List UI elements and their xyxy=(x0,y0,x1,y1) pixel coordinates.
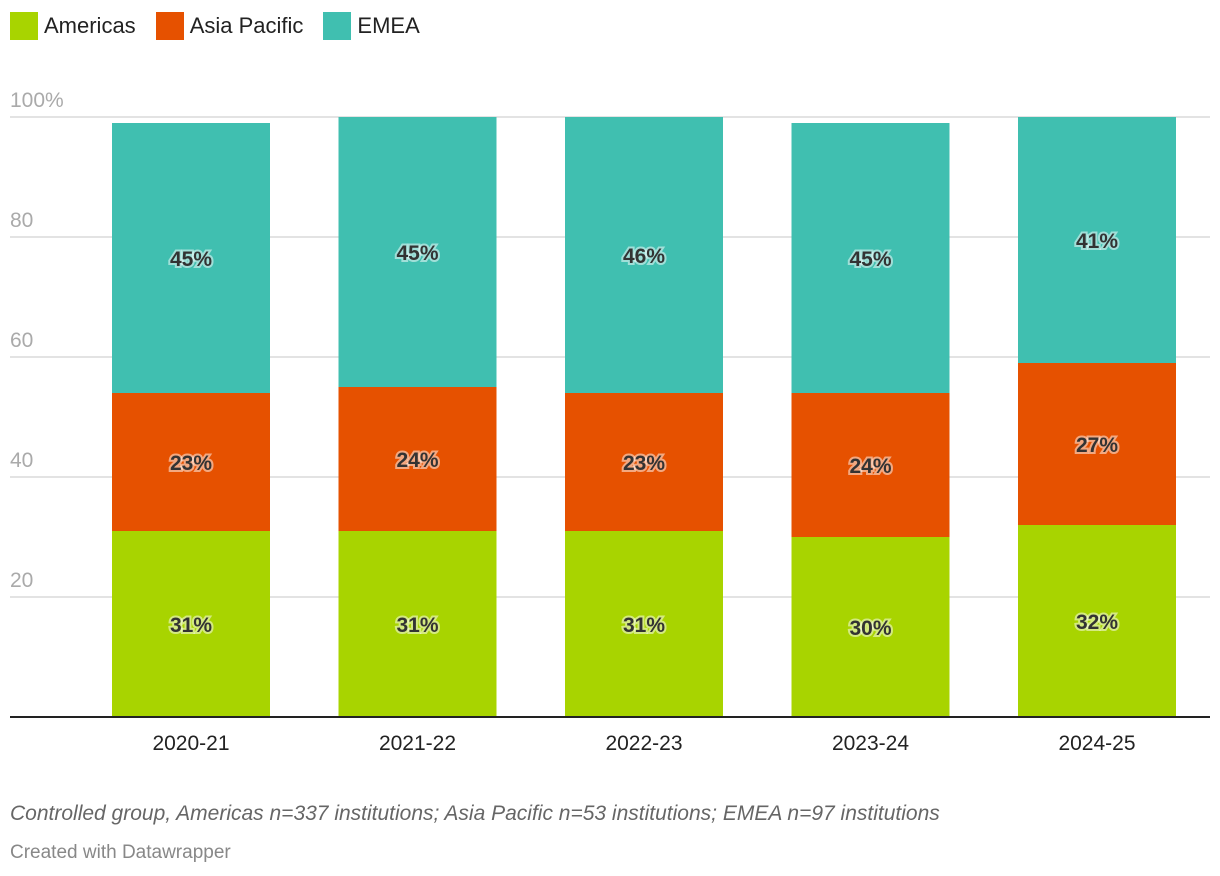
value-label: 31% xyxy=(396,614,438,637)
bar-segment xyxy=(791,123,950,393)
y-tick-label: 60 xyxy=(10,329,33,352)
bar-segment xyxy=(338,531,497,717)
value-label: 45% xyxy=(170,248,212,271)
y-tick-label: 100% xyxy=(10,89,64,112)
y-tick-label: 20 xyxy=(10,569,33,592)
legend-swatch xyxy=(323,12,352,40)
y-tick-label: 80 xyxy=(10,209,33,232)
value-label: 41% xyxy=(1076,230,1118,253)
value-label: 45% xyxy=(849,248,891,271)
bar-segment xyxy=(565,531,723,717)
value-label: 31% xyxy=(623,614,665,637)
legend-swatch xyxy=(155,12,184,40)
value-label: 27% xyxy=(1076,434,1118,457)
bar-segment xyxy=(112,531,270,717)
x-tick-label: 2023-24 xyxy=(832,732,909,755)
bar-segment xyxy=(565,117,723,393)
bar-segment xyxy=(1018,525,1176,717)
legend-item-americas: Americas xyxy=(10,12,136,40)
x-tick-label: 2020-21 xyxy=(152,732,229,755)
value-label: 23% xyxy=(623,452,665,475)
value-label: 24% xyxy=(396,449,438,472)
value-label: 45% xyxy=(396,242,438,265)
plot-area: 100% 80 60 40 20 31% 23% 45% 2020-21 31% 24% 45% 202… xyxy=(10,89,1210,755)
x-tick-label: 2022-23 xyxy=(605,732,682,755)
chart-credit: Created with Datawrapper xyxy=(10,842,231,863)
bar-segment xyxy=(338,387,497,531)
value-label: 30% xyxy=(849,617,891,640)
y-tick-label: 40 xyxy=(10,449,33,472)
legend-item-emea: EMEA xyxy=(323,12,420,40)
legend-item-asia-pacific: Asia Pacific xyxy=(155,12,304,40)
value-label: 23% xyxy=(170,452,212,475)
value-label: 31% xyxy=(170,614,212,637)
bar-segment xyxy=(1018,117,1176,363)
legend-label: EMEA xyxy=(357,13,420,38)
value-label: 32% xyxy=(1076,611,1118,634)
legend-swatch xyxy=(10,12,38,40)
bar-segment xyxy=(112,393,270,531)
bar-segment xyxy=(112,123,270,393)
value-label: 24% xyxy=(849,455,891,478)
chart-notes: Controlled group, Americas n=337 institu… xyxy=(10,802,940,825)
legend: Americas Asia Pacific EMEA xyxy=(10,12,440,40)
bar-segment xyxy=(338,117,497,387)
bar-segment xyxy=(791,393,950,537)
bar-segment xyxy=(1018,363,1176,525)
x-tick-label: 2021-22 xyxy=(379,732,456,755)
value-label: 46% xyxy=(623,245,665,268)
legend-label: Asia Pacific xyxy=(189,13,304,38)
x-tick-label: 2024-25 xyxy=(1058,732,1135,755)
bar-segment xyxy=(565,393,723,531)
bar-segment xyxy=(791,537,950,717)
legend-label: Americas xyxy=(44,13,136,38)
